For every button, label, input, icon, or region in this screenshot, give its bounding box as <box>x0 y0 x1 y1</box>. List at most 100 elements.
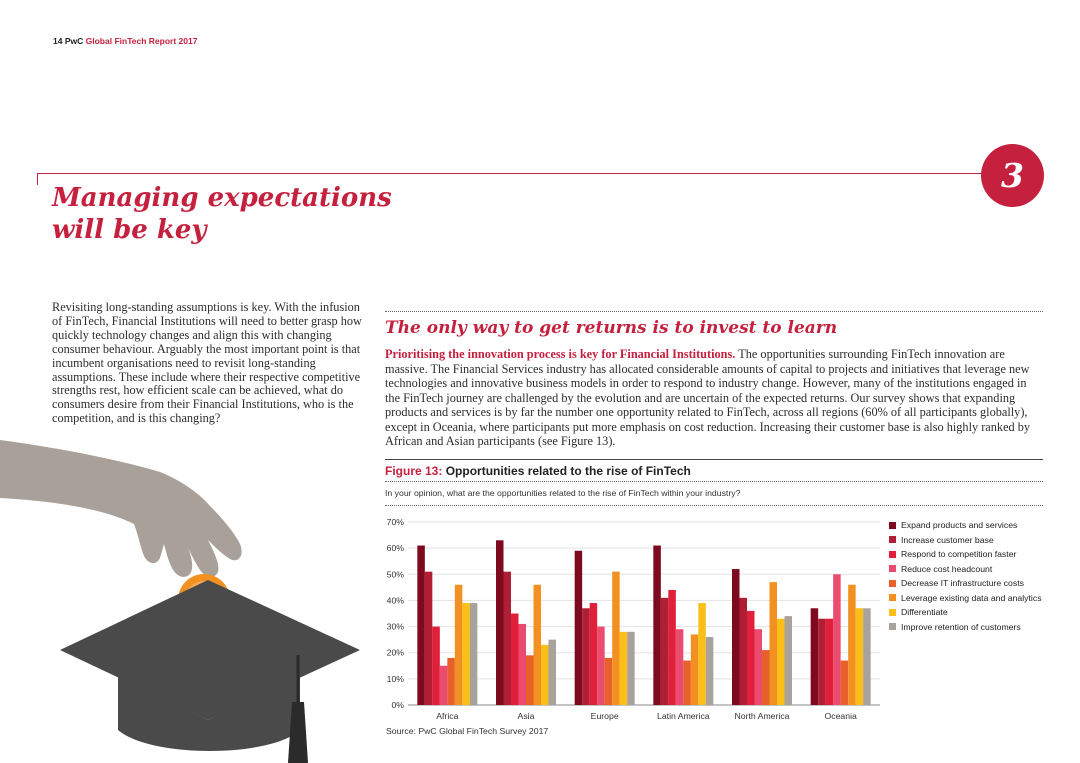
figure-top-rule <box>385 459 1043 460</box>
bar <box>462 603 470 705</box>
bar <box>454 584 463 705</box>
bar <box>855 608 864 705</box>
section-number-badge: 3 <box>981 144 1044 207</box>
bar <box>739 597 747 705</box>
legend-swatch <box>889 565 896 573</box>
figure-question: In your opinion, what are the opportunit… <box>385 488 741 498</box>
brand-name: PwC <box>64 36 84 46</box>
bar <box>511 613 519 705</box>
legend-label: Improve retention of customers <box>901 621 1021 632</box>
bar <box>417 545 425 705</box>
legend-swatch <box>889 521 896 529</box>
section-rule <box>37 173 987 174</box>
bar <box>675 629 684 705</box>
legend-swatch <box>889 594 896 602</box>
legend-item: Increase customer base <box>889 533 1042 548</box>
legend-label: Respond to competition faster <box>901 549 1017 560</box>
legend-label: Leverage existing data and analytics <box>901 592 1042 603</box>
bar <box>653 545 661 705</box>
bar <box>747 610 755 705</box>
bar-chart: 0% 10% 20% 30% 40% 50% 60% 70% Africa Asia Europe… <box>387 517 880 721</box>
article-body: Prioritising the innovation process is k… <box>385 347 1043 449</box>
legend-item: Leverage existing data and analytics <box>889 591 1042 606</box>
bar <box>690 634 699 705</box>
bar <box>833 574 841 705</box>
bar <box>469 603 478 705</box>
legend-item: Improve retention of customers <box>889 620 1042 635</box>
y-tick-label: 70% <box>387 517 405 527</box>
y-tick-label: 0% <box>391 700 404 710</box>
bar <box>526 655 534 705</box>
y-tick-label: 50% <box>387 569 405 579</box>
page-number: 14 <box>53 36 63 46</box>
article-body-text: The opportunities surrounding FinTech in… <box>385 347 1031 448</box>
legend-item: Differentiate <box>889 605 1042 620</box>
x-tick-label: North America <box>734 711 789 721</box>
y-tick-label: 10% <box>387 674 405 684</box>
subtitle-top-rule <box>385 311 1043 312</box>
legend-swatch <box>889 579 896 587</box>
bar <box>818 618 826 705</box>
legend-swatch <box>889 536 896 544</box>
article-subtitle: The only way to get returns is to invest… <box>385 318 838 338</box>
legend-label: Decrease IT infrastructure costs <box>901 578 1024 589</box>
figure-question-rule <box>385 505 1043 506</box>
y-tick-label: 20% <box>387 648 405 658</box>
bar <box>777 618 785 705</box>
legend-item: Expand products and services <box>889 518 1042 533</box>
bar <box>627 631 635 705</box>
bar <box>705 637 714 705</box>
chart-bars <box>417 540 871 705</box>
figure-title-text: Opportunities related to the rise of Fin… <box>445 464 691 478</box>
bar <box>840 660 849 705</box>
bar <box>612 571 620 705</box>
bar <box>668 589 676 705</box>
bar <box>848 584 856 705</box>
bar <box>533 584 541 705</box>
legend-swatch <box>889 608 896 616</box>
bar <box>503 571 511 705</box>
chart-y-tick-labels: 0% 10% 20% 30% 40% 50% 60% 70% <box>387 517 405 710</box>
bar <box>754 629 762 705</box>
bar <box>589 603 598 705</box>
x-tick-label: Europe <box>591 711 619 721</box>
bar <box>683 660 691 705</box>
figure-title: Figure 13: Opportunities related to the … <box>385 464 691 478</box>
bar <box>574 550 583 705</box>
legend-label: Differentiate <box>901 607 948 618</box>
bar <box>541 644 549 705</box>
bar <box>496 540 504 705</box>
legend-label: Expand products and services <box>901 520 1018 531</box>
article-lead: Prioritising the innovation process is k… <box>385 347 736 361</box>
x-tick-label: Asia <box>518 711 535 721</box>
graduation-cap-illustration <box>0 440 360 763</box>
bar <box>597 626 605 705</box>
legend-label: Increase customer base <box>901 534 994 545</box>
bar <box>619 631 628 705</box>
bar <box>424 571 433 705</box>
bar <box>548 639 556 705</box>
section-rule-tick <box>37 173 38 185</box>
bar <box>732 569 740 705</box>
y-tick-label: 60% <box>387 543 405 553</box>
page-header: 14 PwC Global FinTech Report 2017 <box>53 36 197 46</box>
page-title: Managing expectations will be key <box>52 182 472 246</box>
x-tick-label: Africa <box>436 711 458 721</box>
chart-legend: Expand products and services Increase cus… <box>889 518 1042 634</box>
bar <box>660 597 669 705</box>
bar <box>784 616 792 705</box>
bar <box>432 626 440 705</box>
bar <box>698 603 706 705</box>
figure-number: Figure 13: <box>385 464 443 478</box>
hand-illustration <box>0 440 242 578</box>
legend-item: Respond to competition faster <box>889 547 1042 562</box>
x-tick-label: Oceania <box>824 711 857 721</box>
bar <box>518 623 526 705</box>
bar <box>582 608 590 705</box>
figure-title-rule <box>385 481 1043 482</box>
bar <box>825 618 834 705</box>
figure-source: Source: PwC Global FinTech Survey 2017 <box>386 726 549 736</box>
x-tick-label: Latin America <box>657 711 710 721</box>
chart-gridlines <box>408 521 880 706</box>
intro-paragraph: Revisiting long-standing assumptions is … <box>52 300 362 426</box>
